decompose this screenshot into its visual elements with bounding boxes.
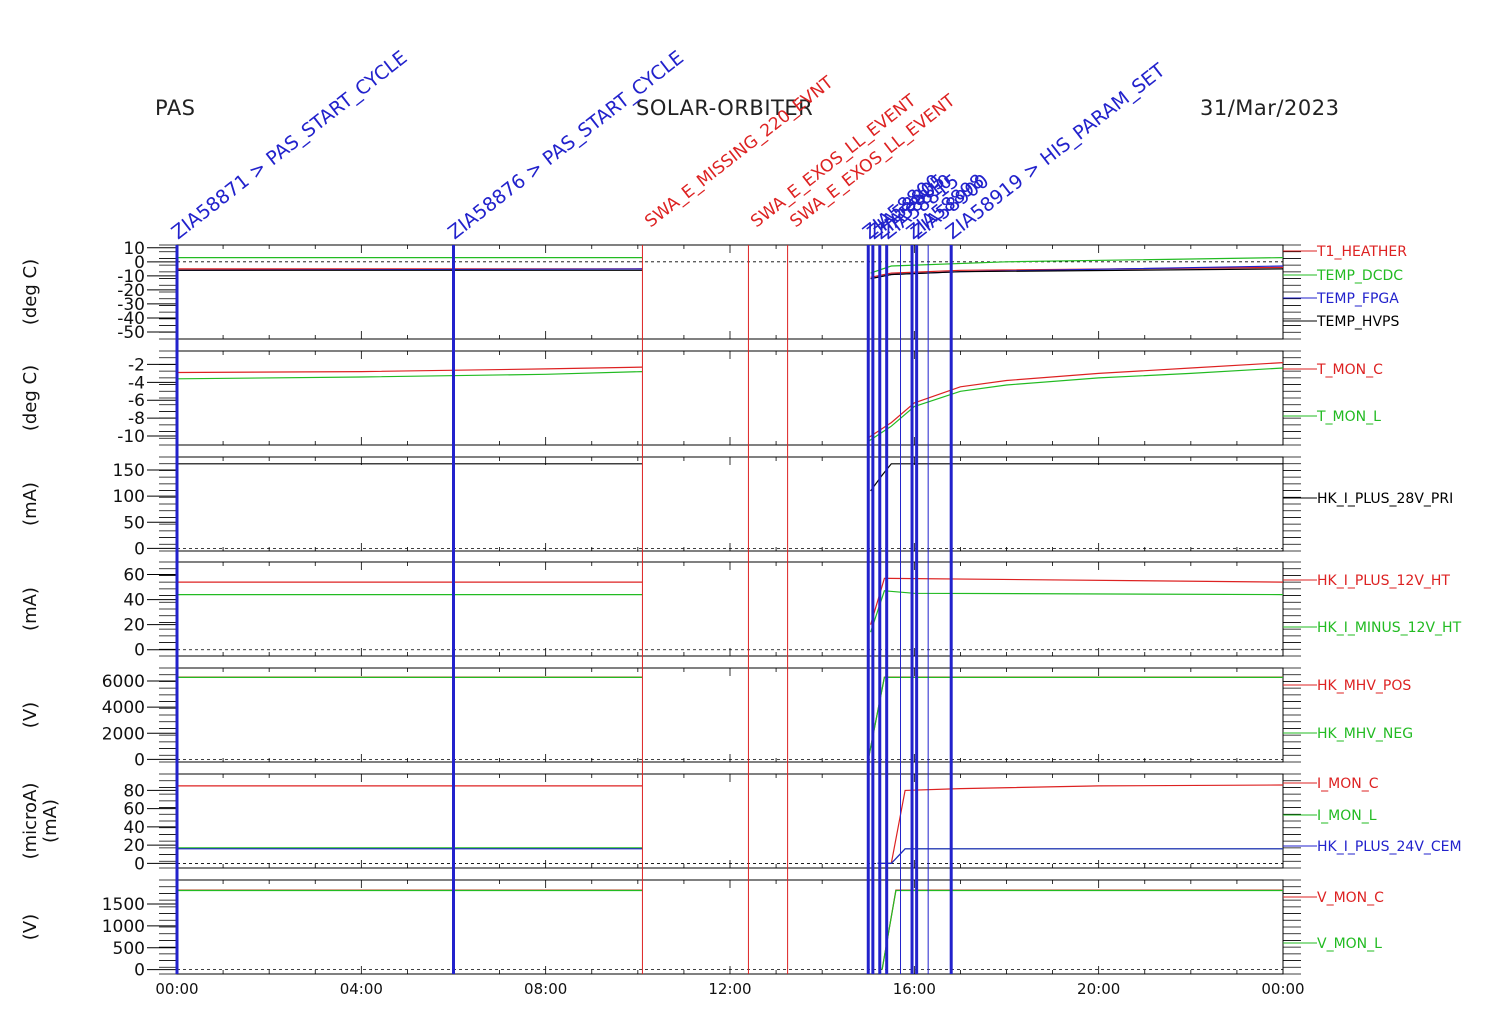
instrument-label: PAS — [155, 96, 196, 120]
series-line-temp_hvps — [870, 268, 1284, 280]
y-tick-label: 20 — [123, 616, 145, 636]
legend-temp_fpga: TEMP_FPGA — [1316, 291, 1399, 307]
series-line-t_mon_c — [867, 362, 1284, 439]
legend-hk_i_minus_12v_ht: HK_I_MINUS_12V_HT — [1317, 620, 1462, 636]
y-axis-label: (V) — [20, 914, 41, 940]
y-tick-label: 150 — [113, 461, 145, 481]
date-label: 31/Mar/2023 — [1200, 96, 1340, 120]
y-axis-label: (mA) — [20, 482, 41, 526]
y-tick-label: 2000 — [102, 724, 145, 744]
blue-event-label: ZIA58871 > PAS_START_CYCLE — [168, 47, 412, 244]
y-tick-label: 4000 — [102, 698, 145, 718]
y-tick-label: -8 — [128, 409, 145, 429]
y-axis-label: (microA) — [20, 783, 41, 860]
x-tick-label: 16:00 — [893, 980, 936, 998]
legend-v_mon_c: V_MON_C — [1317, 890, 1384, 906]
y-tick-label: -2 — [128, 355, 145, 375]
legend-i_mon_c: I_MON_C — [1317, 776, 1379, 792]
y-tick-label: 0 — [134, 539, 145, 559]
y-tick-label: 0 — [134, 854, 145, 874]
y-tick-label: 1000 — [102, 917, 145, 937]
series-line-hk_i_plus_12v_ht — [870, 577, 1284, 625]
panel-frame-6 — [176, 879, 1284, 975]
y-tick-label: -30 — [117, 295, 145, 315]
x-tick-label: 20:00 — [1077, 980, 1120, 998]
x-tick-label: 00:00 — [155, 980, 198, 998]
series-line-v_mon_c — [881, 889, 1283, 970]
y-tick-label: -20 — [117, 281, 145, 301]
panel-frame-4 — [176, 667, 1284, 763]
legend-t_mon_c: T_MON_C — [1316, 362, 1383, 378]
y-tick-label: 40 — [123, 818, 145, 838]
y-tick-label: 20 — [123, 836, 145, 856]
y-tick-label: 50 — [123, 513, 145, 533]
legend-i_mon_l: I_MON_L — [1317, 808, 1377, 824]
blue-event-label: ZIA58919 > HIS_PARAM_SET — [942, 59, 1170, 244]
y-tick-label: 0 — [134, 961, 145, 981]
legend-t1_heather: T1_HEATHER — [1316, 244, 1407, 260]
x-tick-label: 04:00 — [340, 980, 383, 998]
series-line-hk_i_plus_28v_pri — [870, 463, 1283, 492]
y-tick-label: -50 — [117, 323, 145, 343]
y-tick-label: 0 — [134, 750, 145, 770]
y-tick-label: 60 — [123, 566, 145, 586]
series-line-v_mon_l — [881, 889, 1283, 970]
series-line-t_mon_l — [867, 367, 1284, 442]
y-axis-label: (deg C) — [20, 365, 41, 431]
legend-v_mon_l: V_MON_L — [1317, 936, 1382, 952]
panel-frame-0 — [176, 244, 1284, 340]
y-tick-label: 0 — [134, 253, 145, 273]
legend-temp_hvps: TEMP_HVPS — [1316, 314, 1399, 330]
y-tick-label: 500 — [113, 939, 145, 959]
series-line-hk_i_plus_24v_cem — [877, 848, 1283, 864]
y-tick-label: -4 — [128, 373, 145, 393]
series-line-t_mon_c — [176, 366, 643, 374]
y-axis-label: (deg C) — [20, 259, 41, 325]
y-tick-label: 1500 — [102, 895, 145, 915]
legend-hk_i_plus_12v_ht: HK_I_PLUS_12V_HT — [1317, 573, 1450, 589]
y-tick-label: -40 — [117, 309, 145, 329]
y-tick-label: 6000 — [102, 672, 145, 692]
y-axis-label: (mA) — [40, 799, 61, 843]
legend-temp_dcdc: TEMP_DCDC — [1316, 268, 1403, 284]
y-tick-label: 0 — [134, 641, 145, 661]
y-axis-label: (mA) — [20, 587, 41, 631]
panel-frame-2 — [176, 456, 1284, 552]
series-line-hk_i_minus_12v_ht — [870, 590, 1284, 633]
series-line-hk_mhv_pos — [867, 676, 1283, 760]
legend-hk_i_plus_24v_cem: HK_I_PLUS_24V_CEM — [1317, 839, 1462, 855]
x-tick-label: 00:00 — [1261, 980, 1304, 998]
legend-hk_mhv_neg: HK_MHV_NEG — [1317, 726, 1413, 742]
y-tick-label: -10 — [117, 267, 145, 287]
mission-label: SOLAR-ORBITER — [636, 96, 814, 120]
legend-hk_i_plus_28v_pri: HK_I_PLUS_28V_PRI — [1317, 491, 1453, 507]
y-tick-label: -6 — [128, 391, 145, 411]
series-line-i_mon_c — [877, 784, 1284, 864]
y-tick-label: 40 — [123, 591, 145, 611]
y-tick-label: 80 — [123, 781, 145, 801]
x-tick-label: 08:00 — [524, 980, 567, 998]
y-axis-label: (V) — [20, 702, 41, 728]
series-line-i_mon_l — [877, 848, 1283, 864]
panel-frame-5 — [176, 773, 1284, 869]
y-tick-label: 60 — [123, 800, 145, 820]
panel-frame-1 — [176, 350, 1284, 446]
series-line-hk_mhv_neg — [867, 676, 1283, 760]
panel-frame-3 — [176, 561, 1284, 657]
x-tick-label: 12:00 — [708, 980, 751, 998]
y-tick-label: -10 — [117, 427, 145, 447]
y-tick-label: 100 — [113, 487, 145, 507]
y-tick-label: 10 — [123, 239, 145, 259]
legend-hk_mhv_pos: HK_MHV_POS — [1317, 678, 1411, 694]
legend-t_mon_l: T_MON_L — [1316, 409, 1381, 425]
